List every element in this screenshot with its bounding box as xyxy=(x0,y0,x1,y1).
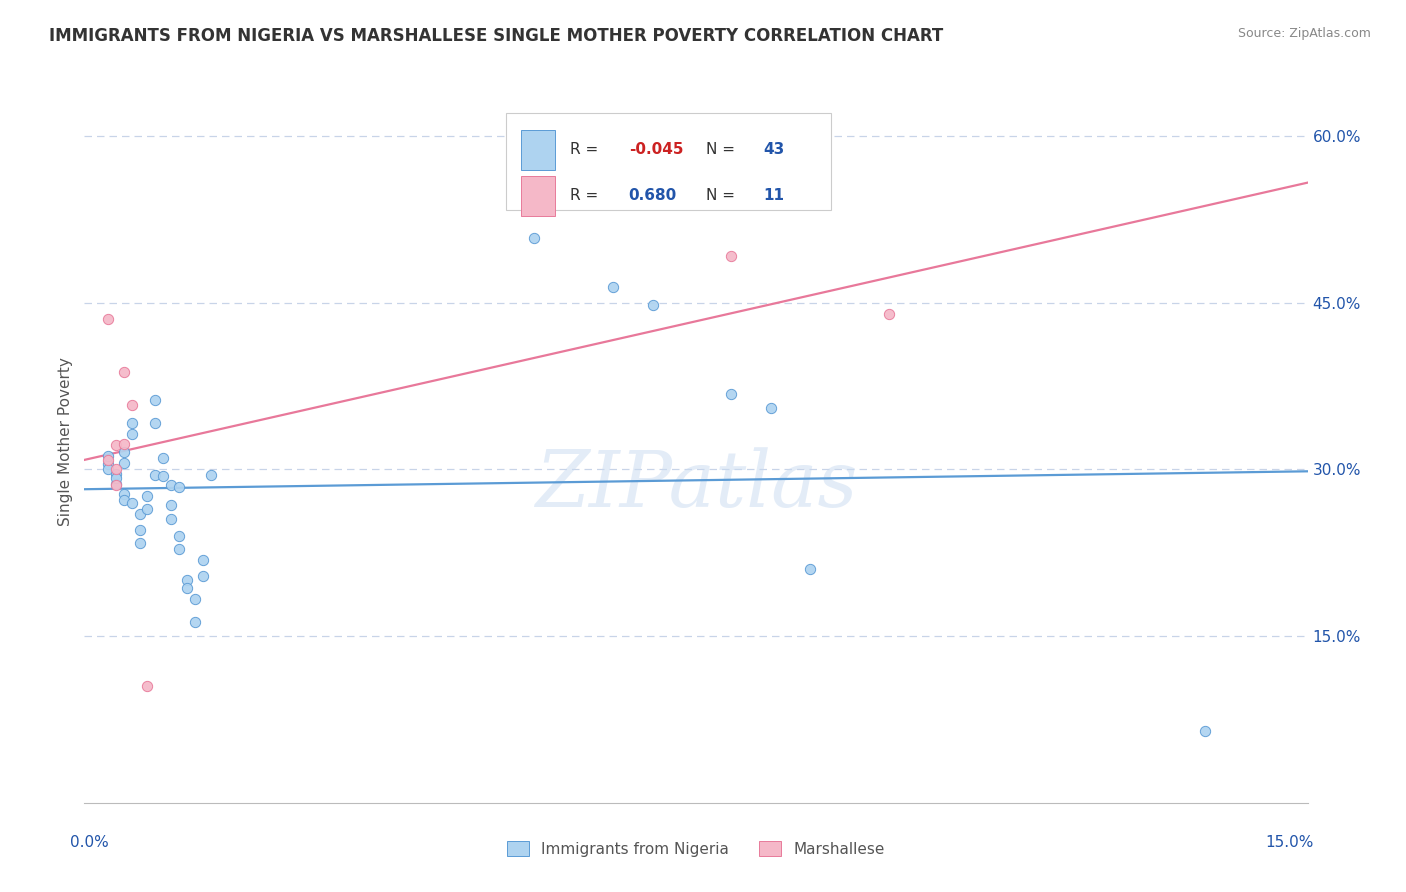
Point xyxy=(759,401,782,416)
Point xyxy=(191,553,214,567)
Point xyxy=(97,457,120,471)
Point xyxy=(160,478,183,492)
Point xyxy=(167,529,190,543)
Point xyxy=(97,462,120,476)
Point xyxy=(128,535,150,549)
Point xyxy=(136,502,159,516)
Legend: Immigrants from Nigeria, Marshallese: Immigrants from Nigeria, Marshallese xyxy=(508,841,884,856)
Text: 15.0%: 15.0% xyxy=(1265,835,1313,850)
Text: N =: N = xyxy=(706,143,740,157)
Point xyxy=(184,615,207,629)
Point xyxy=(121,398,143,412)
Text: -0.045: -0.045 xyxy=(628,143,683,157)
Point xyxy=(104,478,127,492)
Text: 11: 11 xyxy=(763,188,785,203)
Point xyxy=(128,524,150,538)
Point xyxy=(167,542,190,557)
Point xyxy=(152,451,174,466)
Point xyxy=(641,298,664,312)
Point xyxy=(191,569,214,583)
Text: R =: R = xyxy=(569,188,603,203)
FancyBboxPatch shape xyxy=(506,112,831,211)
Text: 0.680: 0.680 xyxy=(628,188,676,203)
Point xyxy=(1194,723,1216,738)
Y-axis label: Single Mother Poverty: Single Mother Poverty xyxy=(58,357,73,526)
Point xyxy=(879,307,901,321)
Point xyxy=(112,456,135,470)
Text: 43: 43 xyxy=(763,143,785,157)
Point xyxy=(160,512,183,526)
Point xyxy=(200,467,222,482)
Text: 0.0%: 0.0% xyxy=(70,835,108,850)
Point xyxy=(121,416,143,430)
Point xyxy=(136,679,159,693)
Point xyxy=(121,496,143,510)
Point xyxy=(121,426,143,441)
Point xyxy=(184,592,207,607)
Point xyxy=(176,581,198,595)
Text: IMMIGRANTS FROM NIGERIA VS MARSHALLESE SINGLE MOTHER POVERTY CORRELATION CHART: IMMIGRANTS FROM NIGERIA VS MARSHALLESE S… xyxy=(49,27,943,45)
Point xyxy=(112,493,135,508)
Point xyxy=(104,471,127,485)
Point xyxy=(145,467,167,482)
Point xyxy=(97,449,120,463)
Point xyxy=(112,444,135,458)
Text: Source: ZipAtlas.com: Source: ZipAtlas.com xyxy=(1237,27,1371,40)
Point xyxy=(104,467,127,481)
Point xyxy=(799,562,821,576)
Point xyxy=(145,393,167,408)
Point xyxy=(104,462,127,476)
Text: R =: R = xyxy=(569,143,603,157)
FancyBboxPatch shape xyxy=(522,176,555,216)
Point xyxy=(112,436,135,450)
Point xyxy=(720,386,742,401)
Text: N =: N = xyxy=(706,188,740,203)
Point xyxy=(167,480,190,494)
Point xyxy=(136,489,159,503)
Point xyxy=(97,453,120,467)
FancyBboxPatch shape xyxy=(522,130,555,169)
Point xyxy=(112,487,135,501)
Point xyxy=(145,416,167,430)
Text: ZIPatlas: ZIPatlas xyxy=(534,447,858,523)
Point xyxy=(104,438,127,452)
Point xyxy=(112,364,135,378)
Point xyxy=(602,280,624,294)
Point xyxy=(523,231,546,245)
Point xyxy=(152,469,174,483)
Point xyxy=(97,312,120,326)
Point xyxy=(720,249,742,263)
Point xyxy=(104,476,127,491)
Point xyxy=(176,574,198,588)
Point xyxy=(128,507,150,521)
Point xyxy=(160,498,183,512)
